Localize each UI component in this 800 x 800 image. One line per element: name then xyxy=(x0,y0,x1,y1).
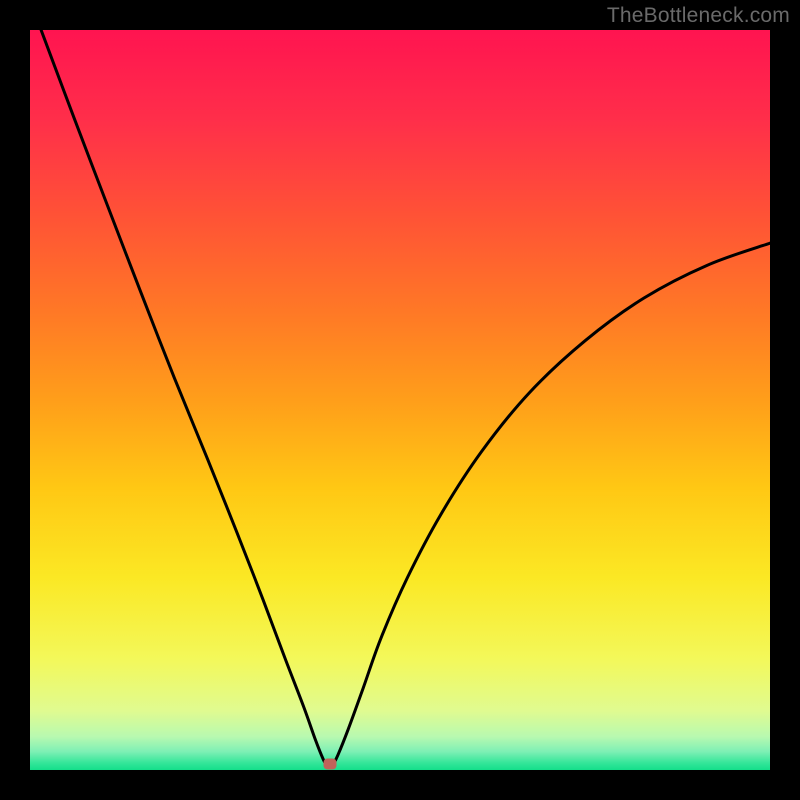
curve-left-branch xyxy=(41,30,327,767)
plot-area xyxy=(30,30,770,770)
minimum-marker xyxy=(323,759,336,770)
bottleneck-curve xyxy=(30,30,770,770)
curve-right-branch xyxy=(332,243,770,767)
watermark-text: TheBottleneck.com xyxy=(607,4,790,28)
